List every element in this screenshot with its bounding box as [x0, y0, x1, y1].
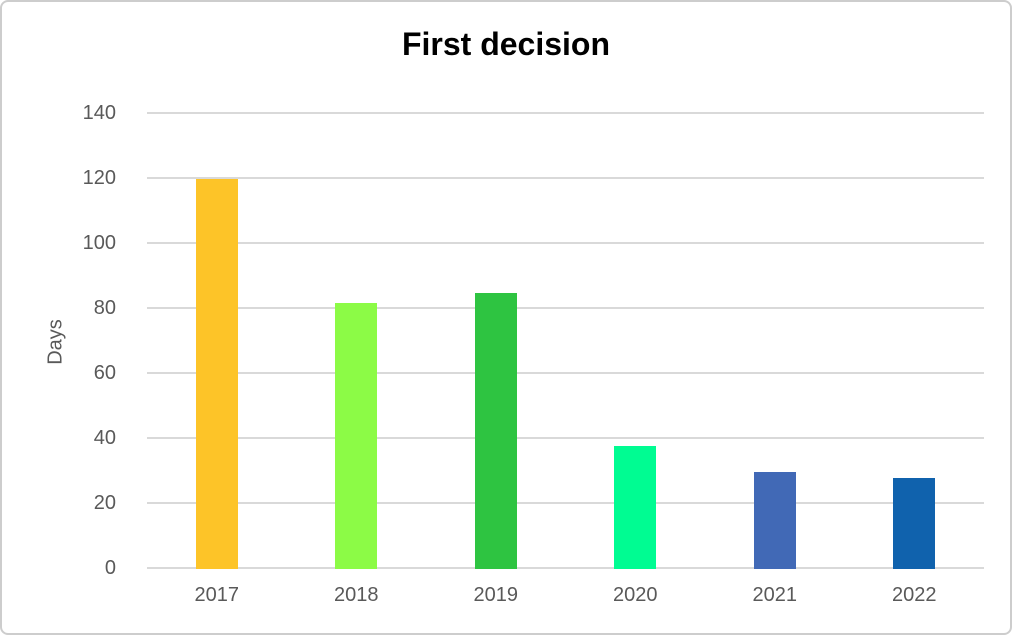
- y-axis-tick-label: 100: [82, 232, 116, 254]
- bar-2018: [335, 302, 378, 569]
- y-axis-tick-label: 0: [104, 557, 116, 579]
- gridline-y-20: [147, 502, 984, 504]
- bar-2021: [753, 471, 796, 569]
- y-axis-tick-label: 120: [82, 167, 116, 189]
- x-axis-tick-label: 2019: [473, 584, 519, 606]
- bar-2019: [474, 292, 517, 569]
- y-axis-tick-label: 140: [82, 102, 116, 124]
- bar-2020: [614, 445, 657, 569]
- x-axis-tick-label: 2017: [194, 584, 239, 606]
- x-axis-tick-labels: 2017 2018 2019 2020 2021 2022: [147, 584, 984, 612]
- x-axis-tick-label: 2021: [752, 584, 798, 606]
- gridline-y-120: [147, 177, 984, 179]
- x-axis-tick-label: 2018: [334, 584, 379, 606]
- bar-2022: [893, 478, 936, 569]
- plot-area: [147, 112, 984, 569]
- y-axis-tick-labels: 0 20 40 60 80 100 120 140: [2, 102, 116, 579]
- gridline-y-80: [147, 307, 984, 309]
- gridline-y-40: [147, 437, 984, 439]
- y-axis-tick-label: 60: [93, 362, 116, 384]
- y-axis-tick-label: 40: [93, 427, 116, 450]
- x-axis-tick-label: 2022: [892, 584, 937, 606]
- gridline-y-60: [147, 372, 984, 374]
- chart-title: First decision: [401, 26, 611, 62]
- gridline-y-140: [147, 112, 984, 114]
- y-axis-tick-label: 80: [93, 297, 116, 320]
- gridline-y-0: [147, 567, 984, 569]
- y-axis-tick-label: 20: [93, 492, 116, 515]
- bar-2017: [195, 179, 238, 569]
- x-axis-tick-label: 2020: [613, 584, 658, 606]
- gridline-y-100: [147, 242, 984, 244]
